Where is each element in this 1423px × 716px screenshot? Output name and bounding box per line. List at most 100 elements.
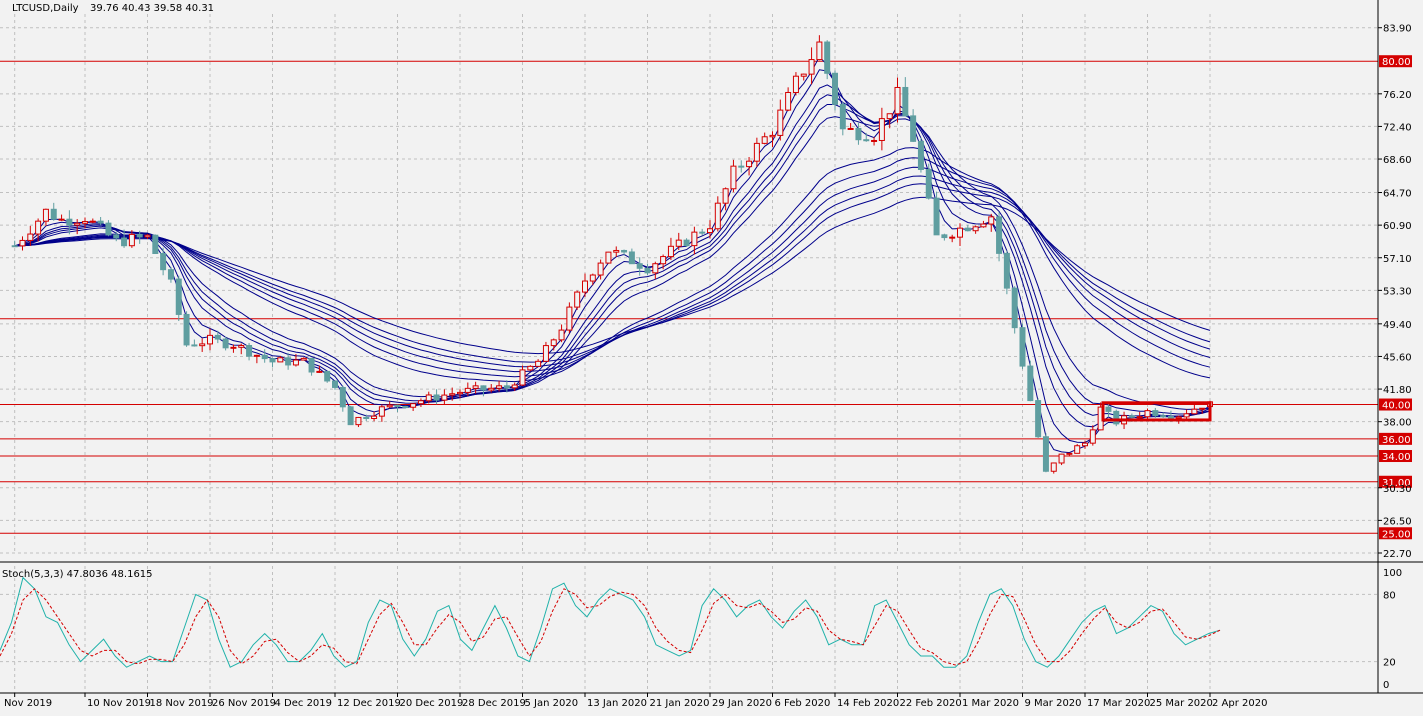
candle-body [418, 401, 423, 404]
candle-body [59, 219, 64, 220]
candle-body [942, 235, 947, 238]
candle-body [958, 228, 963, 237]
candle-body [1083, 443, 1088, 446]
candle-body [848, 128, 853, 129]
stoch-tick-label: 0 [1383, 680, 1389, 691]
y-tick-label: 68.60 [1383, 155, 1412, 166]
candle-body [262, 355, 267, 358]
candle-body [903, 87, 908, 115]
candle-body [793, 76, 798, 92]
x-tick-label: 29 Jan 2020 [712, 698, 772, 709]
candle-body [161, 254, 166, 270]
candle-body [543, 346, 548, 362]
y-tick-label: 22.70 [1383, 549, 1412, 560]
candle-body [184, 314, 189, 344]
candle-body [395, 405, 400, 406]
candle-body [129, 234, 134, 245]
candle-body [559, 330, 564, 340]
candle-body [536, 361, 541, 366]
candle-body [973, 227, 978, 231]
candle-body [778, 110, 783, 135]
candle-body [317, 371, 322, 372]
stoch-pane [0, 566, 1378, 693]
y-tick-label: 83.90 [1383, 24, 1412, 35]
candle-body [528, 366, 533, 370]
candle-body [450, 394, 455, 395]
candle-body [700, 232, 705, 233]
candle-body [489, 388, 494, 390]
candle-body [872, 140, 877, 141]
candle-body [208, 335, 213, 344]
candle-body [137, 234, 142, 236]
candle-body [1168, 417, 1173, 419]
price-tag-label: 25.00 [1382, 529, 1411, 540]
candle-body [817, 42, 822, 60]
candle-body [786, 92, 791, 110]
candle-body [293, 360, 298, 365]
candle-body [247, 345, 252, 356]
candle-body [1176, 417, 1181, 418]
candle-body [1161, 416, 1166, 417]
x-tick-label: 13 Jan 2020 [587, 698, 647, 709]
candle-body [754, 143, 759, 161]
candle-body [465, 388, 470, 392]
candle-body [1192, 409, 1197, 414]
candle-body [614, 250, 619, 252]
x-tick-label: 22 Feb 2020 [900, 698, 962, 709]
candle-body [747, 161, 752, 166]
candle-body [1028, 366, 1033, 400]
candle-body [864, 140, 869, 141]
candle-body [481, 386, 486, 390]
x-tick-label: 10 Nov 2019 [87, 698, 151, 709]
x-tick-label: 6 Feb 2020 [775, 698, 831, 709]
candle-body [12, 246, 17, 247]
candle-body [43, 209, 48, 221]
x-tick-label: 2 Apr 2020 [1212, 698, 1267, 709]
y-tick-label: 53.30 [1383, 286, 1412, 297]
candle-body [950, 237, 955, 238]
y-tick-label: 49.40 [1383, 320, 1412, 331]
candle-body [856, 128, 861, 139]
x-tick-label: Nov 2019 [4, 698, 52, 709]
candle-body [114, 235, 119, 238]
candle-body [67, 219, 72, 225]
candle-body [379, 407, 384, 416]
price-tag-label: 36.00 [1382, 435, 1411, 446]
candle-body [372, 416, 377, 418]
price-tag-label: 80.00 [1382, 57, 1411, 68]
x-tick-label: 20 Dec 2019 [400, 698, 464, 709]
candle-body [981, 224, 986, 227]
candle-body [708, 229, 713, 233]
candle-body [387, 405, 392, 407]
price-tag-label: 40.00 [1382, 401, 1411, 412]
y-tick-label: 76.20 [1383, 90, 1412, 101]
candle-body [215, 335, 220, 339]
candle-body [809, 60, 814, 75]
candle-body [1012, 288, 1017, 328]
candle-body [403, 407, 408, 408]
candle-body [668, 246, 673, 256]
candle-body [653, 264, 658, 273]
candle-body [629, 252, 634, 264]
candle-body [90, 221, 95, 222]
candle-body [512, 385, 517, 388]
candle-body [739, 166, 744, 167]
y-tick-label: 45.60 [1383, 352, 1412, 363]
x-tick-label: 9 Mar 2020 [1025, 698, 1082, 709]
candle-body [278, 358, 283, 362]
candle-body [801, 74, 806, 76]
y-tick-label: 72.40 [1383, 122, 1412, 133]
ohlc-readout: 39.76 40.43 39.58 40.31 [90, 3, 214, 14]
candle-body [1004, 253, 1009, 288]
x-tick-label: 18 Nov 2019 [150, 698, 214, 709]
candle-body [1153, 411, 1158, 416]
candle-body [1067, 453, 1072, 454]
candle-body [340, 387, 345, 406]
candle-body [1059, 454, 1064, 463]
candle-body [1137, 417, 1142, 418]
x-tick-label: 1 Mar 2020 [962, 698, 1019, 709]
candle-body [20, 240, 25, 245]
candle-body [676, 240, 681, 246]
candle-body [348, 407, 353, 425]
